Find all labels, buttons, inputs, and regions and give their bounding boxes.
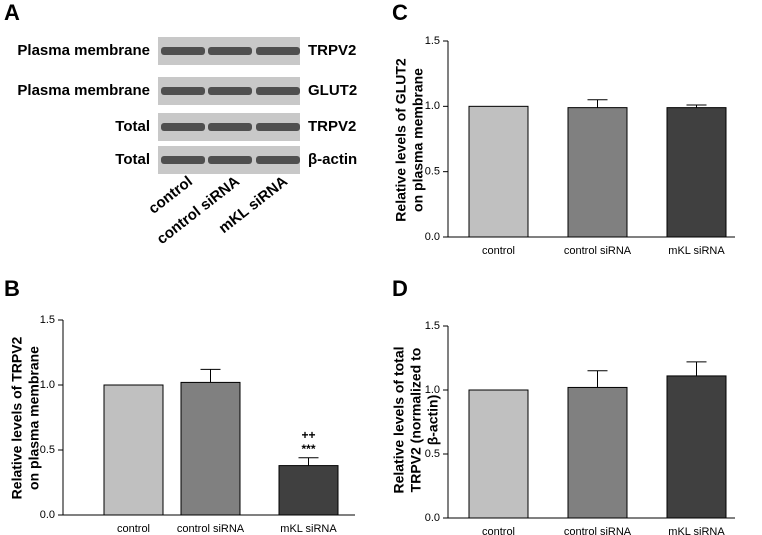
bar — [278, 465, 339, 516]
bar — [180, 381, 241, 516]
y-tick-label: 0.5 — [425, 448, 440, 460]
y-axis-label: on plasma membrane — [26, 346, 42, 490]
y-tick-label: 0.5 — [40, 444, 55, 456]
y-tick-label: 1.0 — [425, 100, 440, 112]
blot-row-label: Plasma membrane — [17, 82, 150, 99]
x-tick-label: control — [482, 526, 515, 535]
lane-label: control siRNA — [154, 173, 243, 248]
y-axis-label: Relative levels of GLUT2 — [393, 58, 409, 222]
blot-band — [161, 47, 205, 55]
blot-band — [161, 87, 205, 95]
y-tick-label: 1.5 — [425, 320, 440, 332]
blot-row-label: Total — [115, 151, 150, 168]
y-tick-label: 0.0 — [425, 512, 440, 524]
blot-band — [208, 123, 252, 131]
y-tick-label: 1.5 — [425, 35, 440, 47]
y-axis-label: β-actin) — [425, 395, 441, 446]
blot-band — [161, 123, 205, 131]
blot-protein-label: GLUT2 — [308, 82, 357, 99]
y-tick-label: 0.0 — [425, 231, 440, 243]
x-tick-label: mKL siRNA — [280, 523, 337, 535]
panel-label: B — [4, 276, 20, 301]
blot-protein-label: TRPV2 — [308, 42, 356, 59]
x-tick-label: control siRNA — [564, 245, 632, 257]
bar — [666, 107, 727, 238]
blot-protein-label: TRPV2 — [308, 118, 356, 135]
y-axis-label: Relative levels of total — [391, 346, 407, 493]
blot-band — [208, 87, 252, 95]
bar — [468, 389, 529, 519]
significance-mark: ++ — [301, 428, 315, 442]
y-axis-label: on plasma membrane — [410, 68, 426, 212]
y-tick-label: 0.5 — [425, 166, 440, 178]
x-tick-label: control siRNA — [564, 526, 632, 535]
blot-row-label: Plasma membrane — [17, 42, 150, 59]
blot-band — [161, 156, 205, 164]
significance-mark: *** — [301, 442, 315, 456]
blot-protein-label: β-actin — [308, 151, 357, 168]
x-tick-label: control — [117, 523, 150, 535]
y-tick-label: 0.0 — [40, 509, 55, 521]
y-axis-label: TRPV2 (normalized to — [408, 348, 424, 493]
blot-band — [256, 87, 300, 95]
bar — [567, 107, 628, 238]
panel-label: C — [392, 0, 408, 25]
blot-band — [208, 47, 252, 55]
blot-band — [208, 156, 252, 164]
blot-row-label: Total — [115, 118, 150, 135]
bar — [567, 386, 628, 519]
y-tick-label: 1.0 — [425, 384, 440, 396]
bar — [103, 384, 164, 516]
y-tick-label: 1.5 — [40, 314, 55, 326]
x-tick-label: control — [482, 245, 515, 257]
bar — [468, 105, 529, 238]
panel-label: D — [392, 276, 408, 301]
x-tick-label: mKL siRNA — [668, 526, 725, 535]
y-tick-label: 1.0 — [40, 379, 55, 391]
bar — [666, 375, 727, 519]
blot-band — [256, 47, 300, 55]
panel-label: A — [4, 0, 20, 25]
blot-band — [256, 123, 300, 131]
y-axis-label: Relative levels of TRPV2 — [9, 336, 25, 499]
x-tick-label: control siRNA — [177, 523, 245, 535]
x-tick-label: mKL siRNA — [668, 245, 725, 257]
blot-band — [256, 156, 300, 164]
